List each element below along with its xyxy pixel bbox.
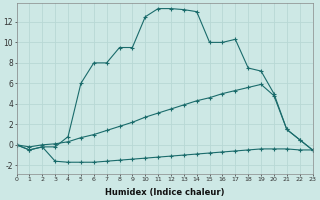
X-axis label: Humidex (Indice chaleur): Humidex (Indice chaleur) <box>105 188 224 197</box>
